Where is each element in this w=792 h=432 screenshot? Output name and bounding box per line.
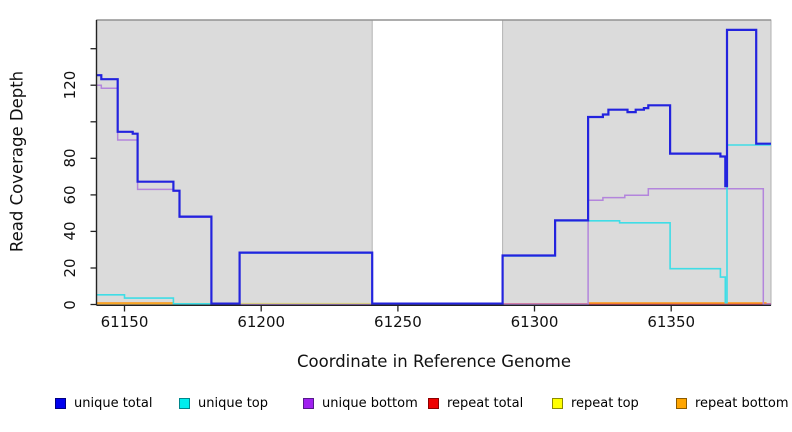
legend-swatch-icon (428, 397, 439, 409)
legend-label: repeat total (447, 395, 524, 411)
x-tick-label: 61350 (647, 313, 696, 331)
x-tick-label: 61150 (100, 313, 149, 331)
legend-item-unique-bottom: unique bottom (303, 395, 418, 411)
legend-swatch-icon (676, 397, 687, 409)
series-line-unique-total (96, 28, 771, 305)
legend-swatch-icon (179, 397, 190, 409)
y-axis-title: Read Coverage Depth (7, 70, 27, 253)
x-axis-title: Coordinate in Reference Genome (296, 352, 572, 371)
legend-swatch-icon (303, 397, 314, 409)
x-tick-label: 61300 (510, 313, 559, 331)
x-tick-label: 61250 (374, 313, 422, 331)
legend-item-repeat-bottom: repeat bottom (676, 395, 789, 411)
legend-item-unique-total: unique total (55, 395, 152, 411)
legend-item-unique-top: unique top (179, 395, 268, 411)
shaded-region (502, 19, 772, 306)
legend-swatch-icon (55, 397, 66, 409)
legend-label: unique bottom (322, 395, 418, 411)
legend-swatch-icon (552, 397, 563, 409)
legend-item-repeat-top: repeat top (552, 395, 639, 411)
legend-item-repeat-total: repeat total (428, 395, 523, 411)
shaded-region (96, 19, 373, 306)
x-tick-label: 61200 (237, 313, 286, 331)
legend-label: repeat bottom (695, 395, 789, 411)
y-tick-label: 80 (61, 148, 79, 168)
legend-label: repeat top (571, 395, 639, 411)
y-tick-label: 120 (61, 70, 79, 100)
legend-label: unique top (198, 395, 269, 411)
legend-label: unique total (74, 395, 153, 411)
